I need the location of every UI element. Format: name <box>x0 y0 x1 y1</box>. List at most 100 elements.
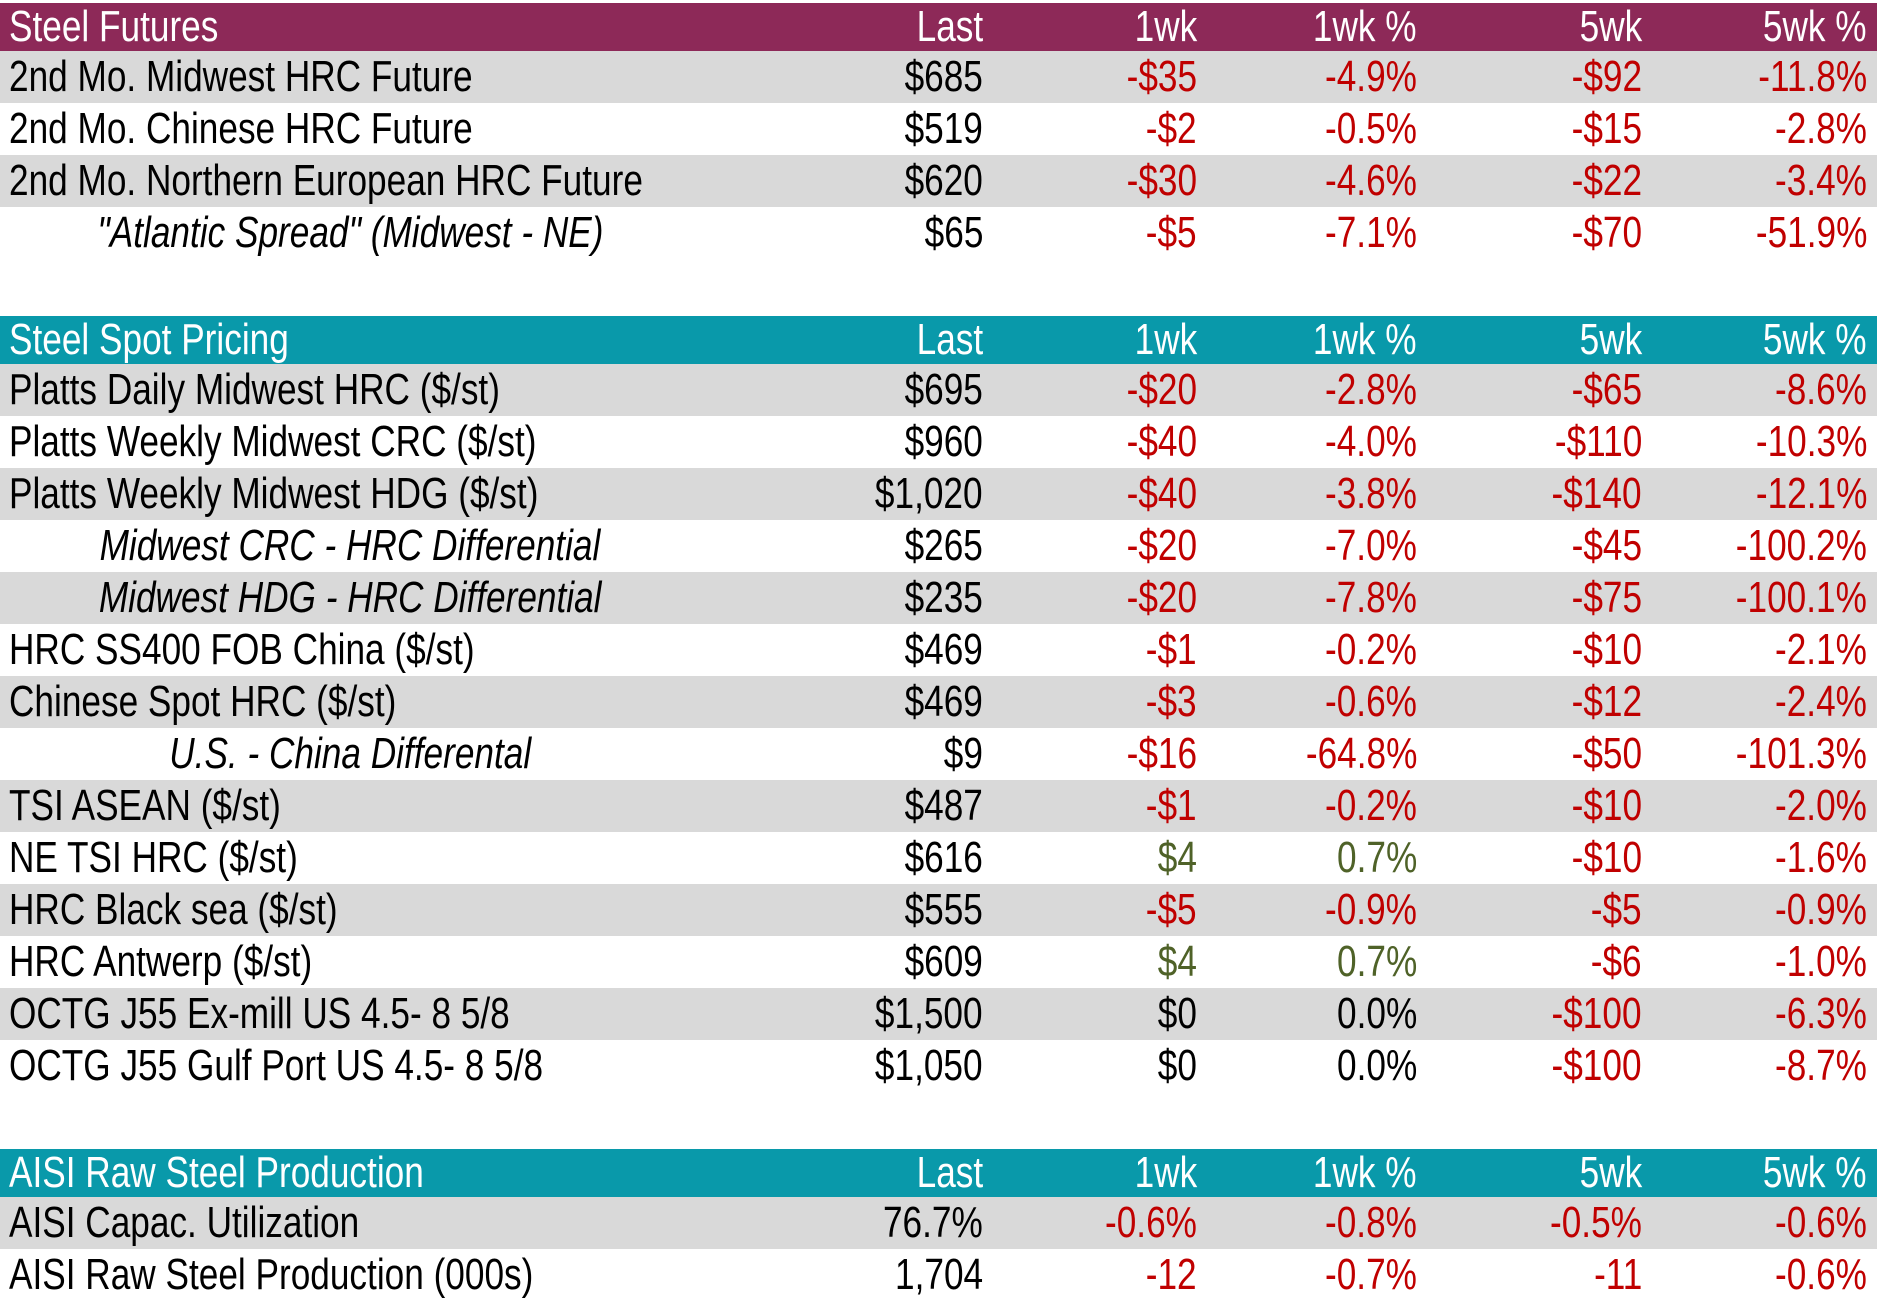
cell-1wk: -$40 <box>993 416 1207 466</box>
col-header-1wk-pct: 1wk % <box>1207 316 1427 363</box>
table-row: HRC Antwerp ($/st) $609 $4 0.7% -$6 -1.0% <box>0 936 1877 988</box>
cell-5wk: -$100 <box>1427 988 1652 1038</box>
cell-value: $65 <box>924 207 983 257</box>
cell-value: -6.3% <box>1775 988 1867 1038</box>
cell-value: -0.6% <box>1325 676 1417 726</box>
col-header-1wk: 1wk <box>993 1 1207 51</box>
col-header-5wk-pct: 5wk % <box>1652 3 1877 50</box>
cell-5wk: -$12 <box>1427 676 1652 726</box>
cell-5wk: -$50 <box>1427 728 1652 778</box>
col-header-1wk-pct: 1wk % <box>1207 1147 1427 1197</box>
cell-5wk-pct: -2.0% <box>1652 782 1877 829</box>
col-header-text: 5wk % <box>1763 1147 1867 1197</box>
cell-1wk: -$3 <box>993 678 1207 725</box>
row-label-text: Midwest HDG - HRC Differential <box>98 572 602 622</box>
section-title: AISI Raw Steel Production <box>0 1147 770 1197</box>
col-header-5wk: 5wk <box>1427 3 1652 50</box>
cell-5wk: -$100 <box>1427 1042 1652 1089</box>
row-label: NE TSI HRC ($/st) <box>0 834 770 881</box>
cell-5wk: -$5 <box>1427 886 1652 933</box>
row-label: HRC SS400 FOB China ($/st) <box>0 624 770 674</box>
col-header-text: Last <box>916 1 983 51</box>
cell-value: -$40 <box>1126 468 1197 518</box>
col-header-5wk-pct: 5wk % <box>1652 1147 1877 1197</box>
table-row: TSI ASEAN ($/st) $487 -$1 -0.2% -$10 -2.0% <box>0 780 1877 832</box>
table-row: Platts Weekly Midwest CRC ($/st) $960 -$40… <box>0 416 1877 468</box>
row-label: TSI ASEAN ($/st) <box>0 782 770 829</box>
cell-5wk: -11 <box>1427 1251 1652 1298</box>
cell-value: -0.6% <box>1105 1197 1197 1247</box>
section-title-text: AISI Raw Steel Production <box>9 1147 424 1197</box>
cell-1wk: -$40 <box>993 468 1207 518</box>
cell-1wk: -$30 <box>993 157 1207 204</box>
col-header-text: 1wk <box>1134 1 1197 51</box>
cell-last: $469 <box>770 626 993 673</box>
cell-value: -100.1% <box>1735 572 1867 622</box>
cell-value: -2.8% <box>1325 364 1417 414</box>
row-label-text: 2nd Mo. Northern European HRC Future <box>9 155 643 205</box>
cell-value: -$20 <box>1126 364 1197 414</box>
cell-value: -2.8% <box>1775 103 1867 153</box>
cell-value: -$5 <box>1146 884 1197 934</box>
section-header-row: Steel Spot Pricing Last 1wk 1wk % 5wk 5wk % <box>0 316 1877 364</box>
cell-value: -$10 <box>1571 832 1642 882</box>
cell-1wk: -$2 <box>993 105 1207 152</box>
section-title-text: Steel Futures <box>9 1 219 51</box>
cell-1wk-pct: -0.5% <box>1207 103 1427 153</box>
col-header-5wk: 5wk <box>1427 316 1652 363</box>
cell-value: -$40 <box>1126 416 1197 466</box>
cell-5wk: -$110 <box>1427 418 1652 465</box>
row-label-text: OCTG J55 Gulf Port US 4.5- 8 5/8 <box>9 1040 544 1090</box>
table-row: Platts Weekly Midwest HDG ($/st) $1,020 -$… <box>0 468 1877 520</box>
cell-1wk: $0 <box>993 1040 1207 1090</box>
cell-5wk: -$65 <box>1427 366 1652 413</box>
cell-1wk-pct: -3.8% <box>1207 468 1427 518</box>
cell-last: $487 <box>770 782 993 829</box>
cell-last: $1,020 <box>770 470 993 517</box>
cell-1wk-pct: -7.8% <box>1207 574 1427 621</box>
cell-last: $9 <box>770 728 993 778</box>
cell-1wk-pct: -2.8% <box>1207 364 1427 414</box>
cell-value: -1.0% <box>1775 936 1867 986</box>
cell-value: -$20 <box>1126 572 1197 622</box>
cell-value: -$100 <box>1551 988 1642 1038</box>
cell-value: -0.2% <box>1325 780 1417 830</box>
cell-value: -51.9% <box>1755 207 1867 257</box>
row-label-text: OCTG J55 Ex-mill US 4.5- 8 5/8 <box>9 988 510 1038</box>
cell-value: -0.5% <box>1325 103 1417 153</box>
col-header-last: Last <box>770 1 993 51</box>
cell-5wk-pct: -0.9% <box>1652 886 1877 933</box>
cell-value: $9 <box>943 728 983 778</box>
cell-value: -$1 <box>1146 624 1197 674</box>
col-header-1wk: 1wk <box>993 316 1207 363</box>
col-header-text: 1wk % <box>1313 1147 1417 1197</box>
table-row: AISI Capac. Utilization 76.7% -0.6% -0.8% -0… <box>0 1197 1877 1249</box>
cell-last: $616 <box>770 834 993 881</box>
section-header-row: AISI Raw Steel Production Last 1wk 1wk % 5wk… <box>0 1149 1877 1197</box>
cell-value: -3.8% <box>1325 468 1417 518</box>
cell-value: -$15 <box>1571 103 1642 153</box>
cell-5wk-pct: -101.3% <box>1652 730 1877 777</box>
row-label: AISI Raw Steel Production (000s) <box>0 1251 770 1298</box>
cell-5wk-pct: -100.1% <box>1652 572 1877 622</box>
cell-value: -$6 <box>1591 936 1642 986</box>
cell-1wk-pct: -0.9% <box>1207 886 1427 933</box>
row-label-text: HRC SS400 FOB China ($/st) <box>9 624 475 674</box>
steel-pricing-tables: Steel Futures Last 1wk 1wk % 5wk 5wk % 2nd Mo.… <box>0 3 1877 1301</box>
col-header-5wk: 5wk <box>1427 1149 1652 1196</box>
cell-value: $265 <box>904 520 983 570</box>
row-label-text: "Atlantic Spread" (Midwest - NE) <box>96 207 604 257</box>
cell-1wk: -0.6% <box>993 1197 1207 1247</box>
cell-last: $960 <box>770 418 993 465</box>
row-label: Chinese Spot HRC ($/st) <box>0 678 770 725</box>
cell-value: $0 <box>1157 1040 1197 1090</box>
row-label: U.S. - China Differental <box>0 730 770 777</box>
table-row: "Atlantic Spread" (Midwest - NE) $65 -$5 -7… <box>0 207 1877 259</box>
cell-value: -$12 <box>1571 676 1642 726</box>
cell-value: -11.8% <box>1758 51 1867 101</box>
cell-value: -$5 <box>1146 207 1197 257</box>
cell-value: -$50 <box>1571 728 1642 778</box>
cell-value: $1,500 <box>875 988 983 1038</box>
cell-1wk: -$5 <box>993 207 1207 257</box>
cell-5wk-pct: -100.2% <box>1652 522 1877 569</box>
